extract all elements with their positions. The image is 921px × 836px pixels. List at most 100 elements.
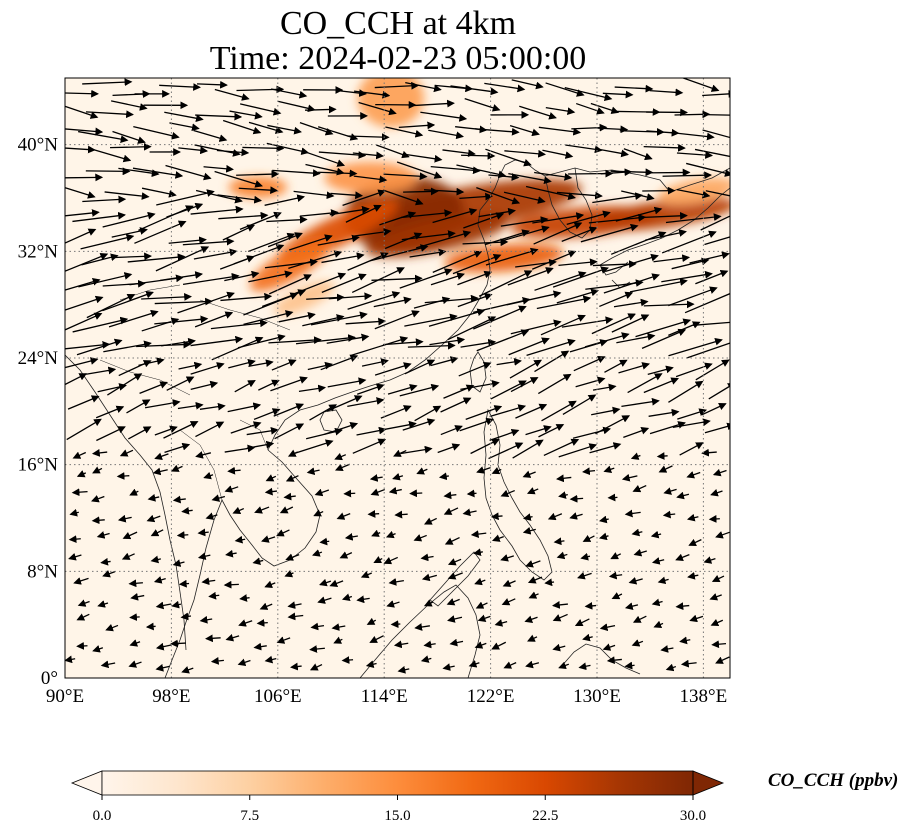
wind-arrow-310 — [326, 395, 363, 412]
wind-arrow-292 — [525, 425, 552, 436]
wind-arrow-45 — [602, 643, 616, 651]
wind-arrow-664 — [420, 111, 468, 122]
wind-arrow-61 — [366, 617, 377, 625]
wind-arrow-202 — [129, 488, 139, 496]
wind-arrow-342 — [510, 377, 539, 393]
wind-arrow-356 — [228, 359, 256, 369]
wind-arrow-240 — [476, 466, 491, 474]
wind-arrow-563 — [403, 187, 439, 196]
wind-arrow-318 — [541, 400, 577, 422]
wind-arrow-473 — [661, 270, 713, 283]
wind-arrow-265 — [470, 438, 500, 455]
wind-arrow-615 — [461, 151, 496, 160]
wind-arrow-487 — [370, 244, 429, 262]
wind-arrow-536 — [345, 204, 382, 223]
wind-arrow-629 — [169, 122, 200, 132]
wind-arrow-539 — [432, 208, 478, 224]
wind-arrow-632 — [248, 121, 284, 134]
coastline-philippines — [483, 408, 553, 581]
wind-arrow-100 — [73, 577, 89, 585]
wind-arrow-649 — [702, 129, 730, 139]
wind-arrow-396 — [616, 332, 656, 344]
wind-arrow-89 — [446, 598, 460, 606]
wind-arrow-521 — [610, 231, 667, 255]
wind-arrow-118 — [544, 578, 555, 587]
wind-arrow-661 — [358, 101, 397, 116]
wind-arrow-274 — [701, 448, 717, 457]
wind-arrow-216 — [500, 489, 515, 498]
wind-arrow-122 — [657, 576, 669, 585]
wind-arrow-163 — [413, 534, 427, 542]
wind-arrow-331 — [234, 380, 256, 393]
wind-arrow-532 — [239, 211, 282, 231]
wind-arrow-557 — [238, 186, 279, 195]
wind-arrow-305 — [199, 402, 226, 411]
wind-arrow-614 — [442, 149, 476, 158]
wind-arrow-476 — [81, 253, 119, 266]
wind-arrow-24 — [715, 656, 730, 664]
wind-arrow-405 — [194, 311, 234, 328]
wind-arrow-187 — [394, 510, 408, 519]
wind-arrow-142 — [525, 560, 541, 568]
wind-arrow-628 — [133, 125, 180, 140]
wind-arrow-669 — [575, 102, 605, 115]
wind-arrow-431 — [220, 292, 273, 302]
wind-arrow-696 — [614, 84, 654, 93]
wind-arrow-675 — [65, 89, 99, 98]
wind-arrow-499 — [689, 251, 730, 264]
wind-arrow-479 — [155, 246, 210, 272]
wind-arrow-567 — [503, 191, 546, 204]
wind-arrow-311 — [347, 397, 385, 408]
wind-arrow-66 — [494, 619, 508, 627]
wind-arrow-325 — [65, 373, 88, 386]
wind-arrow-104 — [178, 579, 190, 588]
wind-arrow-119 — [577, 572, 592, 580]
wind-arrow-389 — [429, 336, 466, 346]
wind-arrow-488 — [409, 248, 447, 258]
co-plume-5 — [228, 176, 288, 198]
wind-arrow-171 — [631, 528, 643, 537]
wind-arrow-393 — [526, 338, 576, 356]
wind-arrow-9 — [309, 663, 323, 671]
wind-arrow-29 — [170, 639, 186, 648]
wind-arrow-618 — [542, 149, 574, 159]
wind-arrow-360 — [320, 354, 359, 371]
wind-arrow-92 — [528, 591, 539, 599]
wind-arrow-560 — [330, 191, 364, 200]
wind-arrow-99 — [709, 593, 722, 601]
wind-arrow-353 — [138, 357, 165, 367]
wind-arrow-498 — [671, 257, 710, 270]
wind-arrow-113 — [421, 573, 437, 582]
wind-arrow-372 — [647, 365, 674, 375]
wind-arrow-139 — [447, 558, 462, 566]
wind-arrow-528 — [138, 205, 194, 231]
wind-arrow-382 — [237, 333, 286, 349]
wind-arrow-149 — [703, 556, 716, 564]
wind-arrow-165 — [470, 530, 487, 538]
wind-arrow-343 — [537, 373, 572, 395]
wind-arrow-519 — [561, 226, 598, 242]
wind-arrow-244 — [582, 467, 596, 476]
wind-arrow-249 — [712, 468, 727, 477]
wind-arrow-552 — [104, 191, 150, 200]
wind-arrow-631 — [222, 119, 262, 135]
wind-arrow-422 — [635, 318, 692, 338]
wind-arrow-348 — [668, 380, 704, 403]
wind-arrow-116 — [502, 579, 516, 587]
wind-arrow-128 — [150, 555, 161, 564]
wind-arrow-71 — [632, 615, 647, 623]
wind-arrow-430 — [177, 291, 235, 314]
wind-arrow-131 — [225, 549, 237, 558]
wind-arrow-690 — [450, 85, 499, 96]
wind-arrow-49 — [711, 640, 727, 649]
wind-arrow-40 — [474, 641, 487, 649]
wind-arrow-103 — [153, 576, 166, 584]
wind-arrow-107 — [264, 580, 276, 588]
wind-arrow-679 — [159, 83, 201, 91]
wind-arrow-465 — [457, 270, 493, 286]
wind-arrow-577 — [118, 167, 160, 178]
wind-arrow-626 — [78, 130, 129, 143]
wind-arrow-627 — [112, 130, 146, 144]
wind-arrow-235 — [334, 463, 351, 472]
wind-arrow-338 — [399, 383, 440, 397]
